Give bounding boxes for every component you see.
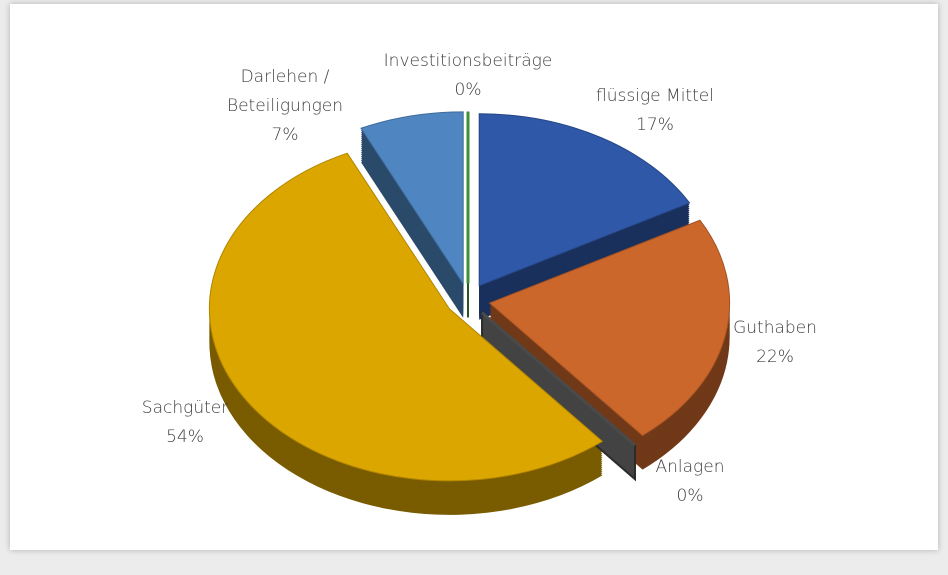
slice-label: Investitionsbeiträge 0%: [384, 47, 553, 105]
slice: [481, 311, 636, 447]
category-label: Sachgüter: [141, 398, 229, 418]
slice-label: Sachgüter 54%: [142, 394, 228, 452]
value-label: 17%: [636, 115, 674, 135]
slice: [478, 113, 691, 287]
slice-label: Anlagen 0%: [656, 453, 725, 511]
category-label: Anlagen: [655, 457, 725, 477]
slice: [360, 111, 464, 286]
slice: [488, 219, 731, 437]
slice-label: flüssige Mittel 17%: [596, 82, 714, 140]
value-label: 0%: [676, 486, 704, 506]
category-label: Darlehen / Beteiligungen: [226, 67, 344, 116]
category-label: Investitionsbeiträge: [383, 51, 553, 71]
slice-label: Darlehen / Beteiligungen 7%: [227, 63, 343, 150]
slice: [208, 152, 604, 482]
value-label: 7%: [271, 125, 299, 145]
value-label: 22%: [756, 347, 794, 367]
value-label: 54%: [166, 427, 204, 447]
category-label: flüssige Mittel: [596, 86, 714, 106]
value-label: 0%: [454, 80, 482, 100]
category-label: Guthaben: [733, 318, 817, 338]
slice-label: Guthaben 22%: [733, 314, 817, 372]
